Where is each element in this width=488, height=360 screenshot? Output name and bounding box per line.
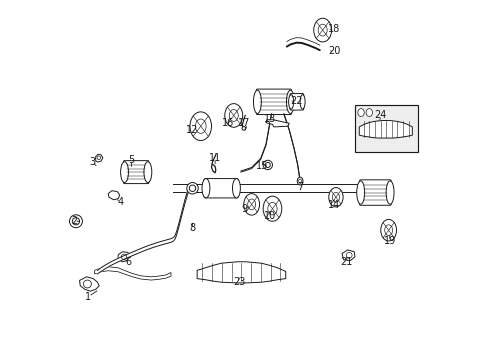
Text: 16: 16 bbox=[222, 118, 234, 128]
Ellipse shape bbox=[189, 185, 195, 192]
Text: 11: 11 bbox=[208, 153, 221, 163]
Polygon shape bbox=[341, 250, 354, 261]
Ellipse shape bbox=[83, 280, 91, 288]
Ellipse shape bbox=[97, 156, 101, 159]
Ellipse shape bbox=[286, 90, 294, 113]
Ellipse shape bbox=[297, 177, 303, 185]
Text: 18: 18 bbox=[327, 24, 340, 35]
Text: 9: 9 bbox=[241, 204, 247, 214]
Polygon shape bbox=[80, 277, 99, 291]
Polygon shape bbox=[265, 120, 289, 127]
Text: 17: 17 bbox=[238, 118, 250, 128]
Ellipse shape bbox=[195, 119, 206, 134]
Text: 22: 22 bbox=[290, 96, 302, 106]
Polygon shape bbox=[108, 191, 120, 200]
Ellipse shape bbox=[357, 109, 364, 117]
Text: 2: 2 bbox=[71, 216, 77, 226]
FancyBboxPatch shape bbox=[289, 94, 303, 110]
Polygon shape bbox=[97, 184, 190, 274]
Ellipse shape bbox=[202, 179, 209, 198]
Text: 5: 5 bbox=[128, 155, 134, 165]
Text: 1: 1 bbox=[85, 292, 91, 302]
Text: 23: 23 bbox=[232, 277, 245, 287]
Ellipse shape bbox=[328, 188, 343, 207]
Text: 15: 15 bbox=[255, 161, 267, 171]
Ellipse shape bbox=[229, 109, 238, 121]
Ellipse shape bbox=[263, 196, 281, 221]
Ellipse shape bbox=[186, 183, 198, 194]
Ellipse shape bbox=[265, 162, 270, 167]
Bar bbox=[354, 105, 417, 152]
Ellipse shape bbox=[121, 162, 128, 183]
Ellipse shape bbox=[386, 181, 393, 204]
FancyBboxPatch shape bbox=[123, 161, 149, 184]
Ellipse shape bbox=[69, 215, 82, 228]
Ellipse shape bbox=[72, 218, 80, 225]
Ellipse shape bbox=[288, 95, 293, 109]
Ellipse shape bbox=[242, 127, 245, 130]
Text: 21: 21 bbox=[340, 257, 352, 267]
Text: 10: 10 bbox=[263, 211, 275, 221]
Text: 13: 13 bbox=[263, 114, 275, 124]
FancyBboxPatch shape bbox=[203, 179, 238, 198]
Text: 19: 19 bbox=[383, 236, 395, 246]
Ellipse shape bbox=[356, 181, 364, 204]
Text: 6: 6 bbox=[124, 257, 131, 267]
Ellipse shape bbox=[346, 252, 351, 258]
Ellipse shape bbox=[263, 160, 272, 170]
FancyBboxPatch shape bbox=[359, 180, 390, 205]
Ellipse shape bbox=[247, 199, 255, 210]
Ellipse shape bbox=[384, 225, 392, 235]
Ellipse shape bbox=[143, 162, 151, 183]
Ellipse shape bbox=[267, 202, 277, 215]
Ellipse shape bbox=[224, 104, 242, 127]
Ellipse shape bbox=[298, 179, 301, 183]
Ellipse shape bbox=[190, 112, 211, 140]
Text: 20: 20 bbox=[327, 46, 340, 56]
Text: 3: 3 bbox=[89, 157, 95, 167]
Ellipse shape bbox=[318, 24, 326, 36]
Ellipse shape bbox=[244, 194, 259, 215]
Polygon shape bbox=[359, 121, 411, 138]
Polygon shape bbox=[94, 267, 171, 280]
Text: 24: 24 bbox=[373, 111, 386, 121]
Ellipse shape bbox=[232, 179, 240, 198]
Text: 8: 8 bbox=[189, 224, 195, 233]
Ellipse shape bbox=[366, 109, 372, 117]
Polygon shape bbox=[118, 252, 129, 262]
Ellipse shape bbox=[313, 18, 331, 42]
Polygon shape bbox=[197, 262, 285, 283]
FancyBboxPatch shape bbox=[256, 89, 291, 114]
Text: 12: 12 bbox=[186, 125, 198, 135]
Ellipse shape bbox=[121, 254, 126, 260]
Polygon shape bbox=[96, 154, 102, 162]
Text: 7: 7 bbox=[296, 182, 303, 192]
Ellipse shape bbox=[253, 90, 261, 113]
Ellipse shape bbox=[380, 220, 396, 241]
Ellipse shape bbox=[300, 95, 305, 109]
Text: 4: 4 bbox=[118, 197, 123, 207]
Text: 14: 14 bbox=[327, 200, 340, 210]
Ellipse shape bbox=[332, 192, 339, 202]
